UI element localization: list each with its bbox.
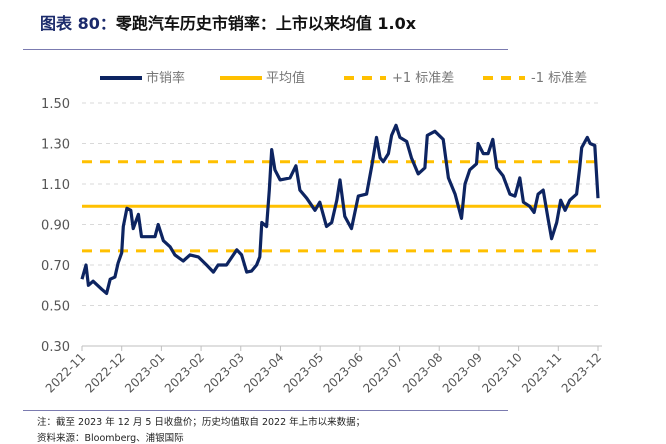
legend-label-minus1sd: -1 标准差 [531,71,587,86]
x-tick-label: 2023-04 [241,350,286,395]
title-divider [23,49,508,50]
x-tick-label: 2022-11 [43,350,88,395]
x-tick-label: 2023-07 [360,350,405,395]
y-tick-label: 1.50 [41,97,70,112]
figure-title-text: 零跑汽车历史市销率：上市以来均值 1.0x [115,14,417,33]
x-tick-label: 2023-06 [321,350,366,395]
x-tick-label: 2023-09 [440,350,485,395]
source-note: 资料来源：Bloomberg、浦银国际 [37,433,184,444]
x-tick-label: 2023-02 [162,350,207,395]
x-tick-label: 2023-08 [400,350,445,395]
legend: 市销率 平均值 +1 标准差 -1 标准差 [100,70,587,86]
figure-title: 图表 80：零跑汽车历史市销率：上市以来均值 1.0x [40,10,416,34]
x-tick-label: 2023-01 [122,350,167,395]
y-tick-label: 1.10 [41,178,70,193]
legend-label-series: 市销率 [146,70,185,86]
y-tick-label: 0.70 [41,259,70,274]
x-tick-label: 2023-10 [479,350,524,395]
x-tick-label: 2023-05 [281,350,326,395]
x-tick-label: 2022-12 [82,350,127,395]
legend-label-plus1sd: +1 标准差 [392,71,454,86]
y-tick-label: 1.30 [41,138,70,153]
y-tick-label: 0.90 [41,219,70,234]
footer-divider [23,410,508,411]
legend-label-mean: 平均值 [266,70,305,86]
x-tick-label: 2023-12 [559,350,604,395]
figure-number: 图表 80： [40,14,116,33]
footnote: 注：截至 2023 年 12 月 5 日收盘价；历史均值取自 2022 年上市以… [37,417,366,428]
y-tick-label: 0.30 [41,340,70,355]
series-line-ps-ratio [80,123,600,295]
y-tick-label: 0.50 [41,300,70,315]
x-tick-label: 2023-11 [519,350,564,395]
x-tick-label: 2023-03 [202,350,247,395]
